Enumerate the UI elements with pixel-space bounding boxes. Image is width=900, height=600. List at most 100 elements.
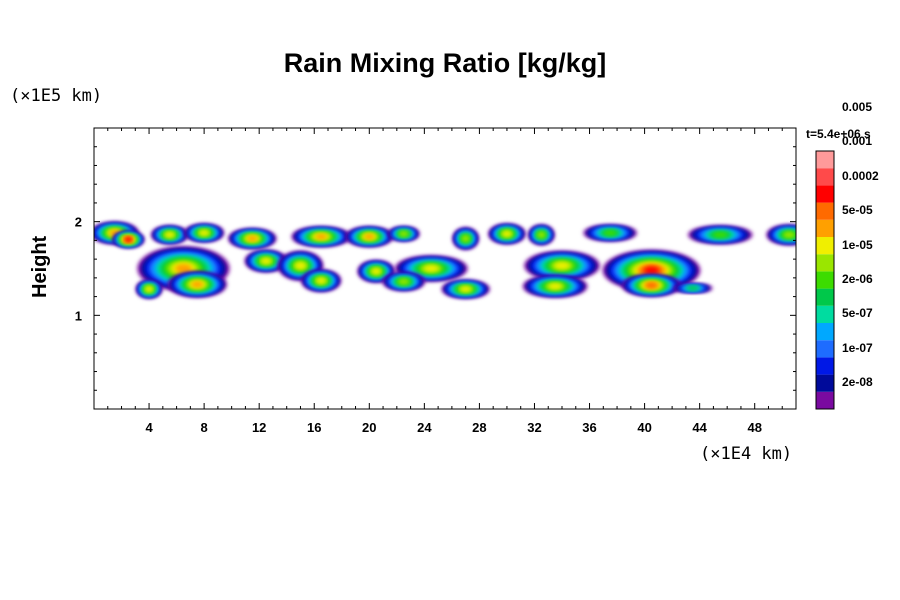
colorbar-label: 0.001 bbox=[842, 134, 873, 149]
rain-cell bbox=[528, 224, 555, 245]
colorbar-swatch bbox=[816, 391, 834, 409]
rain-cell bbox=[524, 251, 600, 281]
rain-cell bbox=[184, 223, 225, 242]
rain-cell-contour bbox=[686, 286, 699, 291]
rain-cell-contour bbox=[145, 286, 153, 292]
rain-cell-contour bbox=[603, 230, 617, 236]
rain-cell bbox=[136, 280, 163, 299]
rain-cell bbox=[382, 272, 425, 291]
rain-cell-contour bbox=[783, 231, 795, 238]
rain-cell bbox=[345, 226, 394, 247]
colorbar-swatch bbox=[816, 168, 834, 186]
rain-cell-contour bbox=[191, 281, 204, 288]
rain-cell bbox=[452, 227, 479, 250]
rain-cell-contour bbox=[537, 231, 546, 238]
x-tick-label: 36 bbox=[582, 420, 596, 435]
colorbar-label: 5e-05 bbox=[842, 203, 873, 218]
rain-cell-contour bbox=[124, 237, 133, 242]
rain-cell-contour bbox=[712, 231, 728, 238]
rain-cell-contour bbox=[502, 231, 512, 237]
colorbar-label: 2e-06 bbox=[842, 272, 873, 286]
y-tick-label: 2 bbox=[75, 215, 82, 230]
x-tick-label: 4 bbox=[145, 420, 153, 435]
rain-cell-contour bbox=[554, 262, 570, 270]
colorbar bbox=[815, 150, 835, 410]
rain-cell bbox=[357, 260, 395, 283]
rain-cell-contour bbox=[247, 235, 258, 242]
x-tick-label: 32 bbox=[527, 420, 541, 435]
chart-title: Rain Mixing Ratio [kg/kg] bbox=[283, 48, 607, 78]
x-tick-label: 12 bbox=[252, 420, 266, 435]
colorbar-label: 0.0002 bbox=[842, 168, 879, 183]
rain-cell bbox=[167, 271, 227, 298]
rain-cell bbox=[688, 225, 753, 244]
colorbar-swatch bbox=[816, 202, 834, 220]
rain-cell bbox=[228, 228, 277, 249]
colorbar-swatch bbox=[816, 323, 834, 341]
plot-frame bbox=[93, 127, 797, 410]
rain-cell-contour bbox=[371, 268, 381, 275]
colorbar-swatch bbox=[816, 305, 834, 323]
x-tick-label: 24 bbox=[417, 420, 432, 435]
colorbar-label: 2e-08 bbox=[842, 375, 873, 390]
colorbar-swatch bbox=[816, 357, 834, 375]
x-tick-label: 8 bbox=[201, 420, 208, 435]
rain-cell bbox=[291, 226, 351, 247]
rain-cell-contour bbox=[199, 230, 209, 236]
rain-cell-contour bbox=[460, 286, 471, 292]
colorbar-swatch bbox=[816, 374, 834, 392]
rain-cell bbox=[488, 223, 526, 244]
rain-cell bbox=[244, 250, 288, 272]
rain-cell-contour bbox=[643, 266, 659, 275]
x-tick-label: 48 bbox=[747, 420, 761, 435]
colorbar-swatch bbox=[816, 185, 834, 203]
colorbar-swatch bbox=[816, 151, 834, 169]
colorbar-label: 1e-05 bbox=[842, 237, 873, 252]
rain-cell-contour bbox=[165, 232, 175, 238]
colorbar-frame bbox=[815, 150, 835, 410]
rain-cell bbox=[766, 224, 796, 245]
colorbar-label: 1e-07 bbox=[842, 340, 873, 355]
x-tick-label: 28 bbox=[472, 420, 486, 435]
colorbar-label: 0.005 bbox=[842, 100, 873, 114]
x-tick-label: 16 bbox=[307, 420, 321, 435]
rain-cell-contour bbox=[461, 235, 470, 242]
x-axis-unit: (×1E4 km) bbox=[700, 444, 793, 464]
rain-cell-contour bbox=[645, 282, 657, 289]
rain-cell-contour bbox=[424, 265, 439, 272]
colorbar-swatch bbox=[816, 219, 834, 237]
colorbar-swatch bbox=[816, 340, 834, 358]
rain-cells bbox=[94, 222, 796, 299]
rain-cell-contour bbox=[399, 231, 408, 237]
y-axis-unit: (×1E5 km) bbox=[10, 86, 103, 106]
rain-cell bbox=[621, 274, 681, 297]
rain-cell bbox=[672, 283, 713, 293]
rain-cell-contour bbox=[548, 283, 562, 290]
x-tick-label: 44 bbox=[692, 420, 707, 435]
rain-cell-contour bbox=[175, 264, 192, 273]
colorbar-label: 5e-07 bbox=[842, 306, 873, 321]
rain-cell-contour bbox=[315, 233, 327, 240]
rain-cell-contour bbox=[316, 277, 326, 284]
colorbar-swatch bbox=[816, 271, 834, 289]
time-stamp-label: t=5.4e+06 s bbox=[806, 127, 871, 141]
colorbar-swatch bbox=[816, 288, 834, 306]
rain-cell-contour bbox=[398, 278, 409, 285]
rain-cell bbox=[387, 226, 420, 241]
rain-cell bbox=[151, 225, 189, 244]
x-tick-label: 40 bbox=[637, 420, 651, 435]
rain-cell-contour bbox=[295, 262, 306, 270]
rain-cell bbox=[583, 224, 637, 241]
colorbar-swatch bbox=[816, 254, 834, 272]
rain-cell-contour bbox=[364, 233, 375, 240]
rain-cell bbox=[522, 275, 588, 298]
y-tick-label: 1 bbox=[75, 308, 82, 323]
x-tick-label: 20 bbox=[362, 420, 376, 435]
rain-cell bbox=[441, 280, 490, 299]
colorbar-swatch bbox=[816, 237, 834, 255]
rain-cell bbox=[301, 269, 342, 292]
rain-cell-contour bbox=[261, 258, 271, 264]
rain-cell bbox=[112, 231, 145, 248]
